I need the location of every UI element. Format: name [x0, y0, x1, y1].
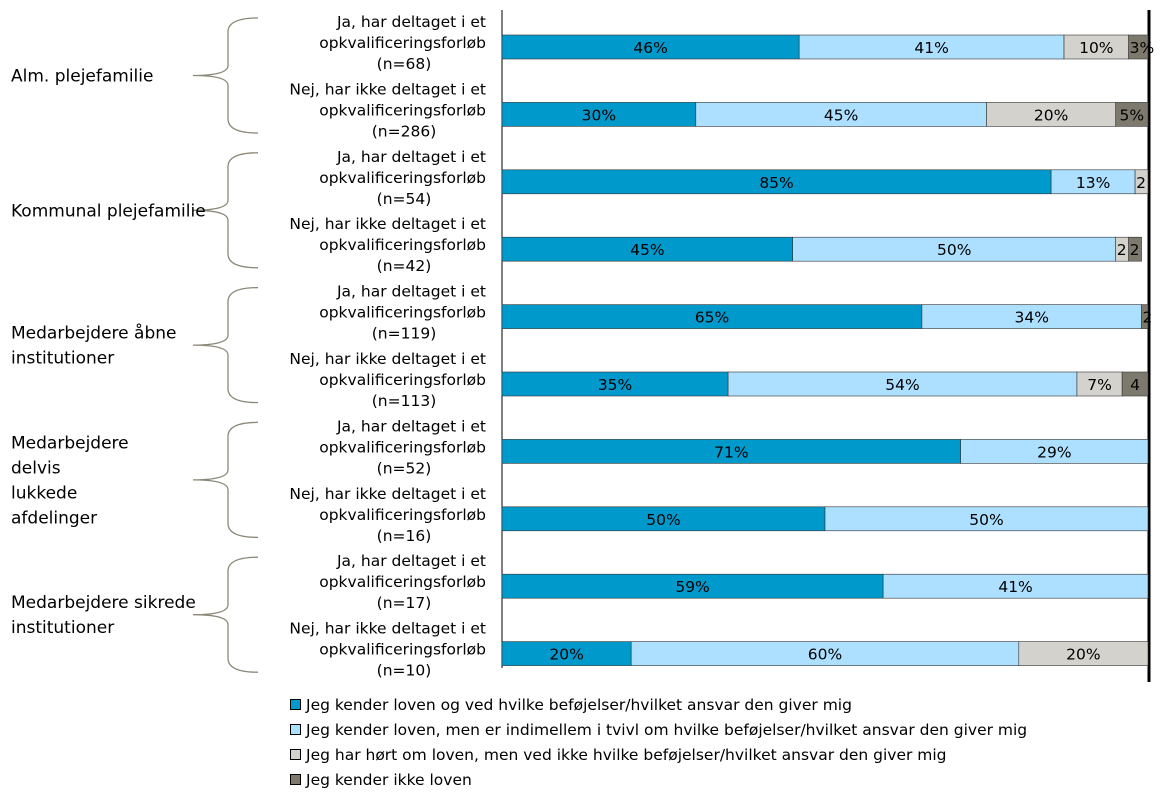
data-label: 4 [1130, 376, 1140, 394]
data-label: 20% [1034, 106, 1068, 124]
data-label: 29% [1037, 443, 1071, 461]
bar-segment [501, 573, 884, 599]
legend-label: Jeg har hørt om loven, men ved ikke hvil… [306, 745, 947, 764]
data-label: 34% [1014, 309, 1048, 327]
data-label: 41% [998, 578, 1032, 596]
group-brace [192, 152, 259, 269]
bar-segment [501, 439, 961, 464]
legend-swatch [290, 699, 301, 710]
data-label: 50% [969, 511, 1003, 529]
legend-swatch [290, 774, 301, 785]
row-label: Ja, har deltaget i et opkvalificeringsfor… [319, 417, 486, 477]
bar-segment [501, 236, 794, 262]
data-label: 5% [1120, 106, 1145, 124]
data-label: 30% [582, 106, 616, 124]
data-label: 13% [1076, 174, 1110, 192]
bar-segment [1121, 371, 1149, 397]
bar-segment [798, 34, 1065, 60]
bar-segment [921, 304, 1142, 329]
bar-segment [501, 641, 632, 666]
data-label: 54% [885, 376, 919, 394]
data-label: 20% [549, 646, 583, 664]
group-label: Medarbejdere sikrede institutioner [11, 593, 196, 638]
bar-segment [501, 102, 697, 127]
data-label: 50% [937, 241, 971, 259]
bar-segment [1076, 371, 1123, 397]
group-brace [192, 286, 259, 404]
data-label: 65% [695, 309, 729, 327]
bar-segment [1128, 236, 1142, 262]
bar-segment [824, 506, 1149, 532]
data-label: 71% [714, 443, 748, 461]
data-label: 35% [598, 376, 632, 394]
group-label: Medarbejdere delvis lukkede afdelinger [11, 433, 129, 528]
data-label: 7% [1087, 376, 1112, 394]
bar-segment [1050, 169, 1136, 195]
legend-label: Jeg kender loven og ved hvilke beføjelse… [306, 695, 852, 714]
row-label: Nej, har ikke deltaget i et opkvalificeri… [289, 215, 486, 275]
legend-item: Jeg kender ikke loven [290, 767, 1027, 792]
group-brace [192, 17, 259, 134]
data-label: 2 [1136, 174, 1146, 192]
bar-segment [501, 371, 729, 397]
data-label: 20% [1066, 646, 1100, 664]
legend-item: Jeg kender loven, men er indimellem i tv… [290, 717, 1027, 742]
bar-segment [960, 439, 1149, 464]
row-label: Ja, har deltaget i et opkvalificeringsfor… [319, 13, 486, 73]
bar-segment [1115, 102, 1149, 127]
bar-segment [1141, 304, 1149, 329]
group-brace [192, 421, 259, 539]
group-brace [192, 556, 259, 673]
data-label: 41% [914, 39, 948, 57]
data-label: 2 [1130, 241, 1140, 259]
data-label: 2 [1143, 309, 1153, 327]
data-label: 60% [808, 646, 842, 664]
legend-swatch [290, 724, 301, 735]
legend-item: Jeg kender loven og ved hvilke beføjelse… [290, 692, 1027, 717]
chart: Alm. plejefamilie Ja, har deltaget i et op… [11, 10, 1155, 682]
data-label: 45% [824, 106, 858, 124]
bar-segment [501, 506, 826, 532]
legend: Jeg kender loven og ved hvilke beføjelse… [290, 692, 1027, 792]
group-label: Kommunal plejefamilie [11, 201, 206, 221]
bar-segment [695, 102, 987, 127]
group-label: Medarbejdere åbne institutioner [11, 323, 176, 369]
data-label: 45% [630, 241, 664, 259]
data-label: 59% [675, 578, 709, 596]
row-label: Ja, har deltaget i et opkvalificeringsfor… [319, 283, 486, 343]
data-label: 46% [633, 39, 667, 57]
bar-segment [986, 102, 1116, 127]
data-label: 3% [1130, 39, 1155, 57]
row-label: Nej, har ikke deltaget i et opkvalificeri… [289, 620, 486, 680]
row-label: Ja, har deltaget i et opkvalificeringsfor… [319, 552, 486, 612]
row-label: Ja, har deltaget i et opkvalificeringsfor… [319, 148, 486, 208]
row-label: Nej, har ikke deltaget i et opkvalificeri… [289, 485, 486, 545]
data-label: 85% [759, 174, 793, 192]
bar-segment [792, 236, 1117, 262]
legend-swatch [290, 749, 301, 760]
bar-segment [727, 371, 1078, 397]
row-label: Nej, har ikke deltaget i et opkvalificeri… [289, 350, 486, 410]
group-label: Alm. plejefamilie [11, 67, 153, 87]
bar-segment [882, 573, 1149, 599]
bar-segment [1128, 34, 1149, 60]
data-label: 10% [1079, 39, 1113, 57]
data-label: 50% [646, 511, 680, 529]
data-label: 2 [1117, 241, 1127, 259]
bar-segment [501, 169, 1052, 195]
legend-item: Jeg har hørt om loven, men ved ikke hvil… [290, 742, 1027, 767]
bar-segment [501, 34, 800, 60]
bar-segment [630, 641, 1020, 666]
bar-segment [1063, 34, 1129, 60]
bar-segment [501, 304, 923, 329]
bar-segment [1134, 169, 1149, 195]
legend-label: Jeg kender loven, men er indimellem i tv… [306, 720, 1028, 739]
legend-label: Jeg kender ikke loven [306, 770, 472, 789]
bar-segment [1018, 641, 1149, 666]
row-label: Nej, har ikke deltaget i et opkvalificeri… [289, 80, 486, 140]
